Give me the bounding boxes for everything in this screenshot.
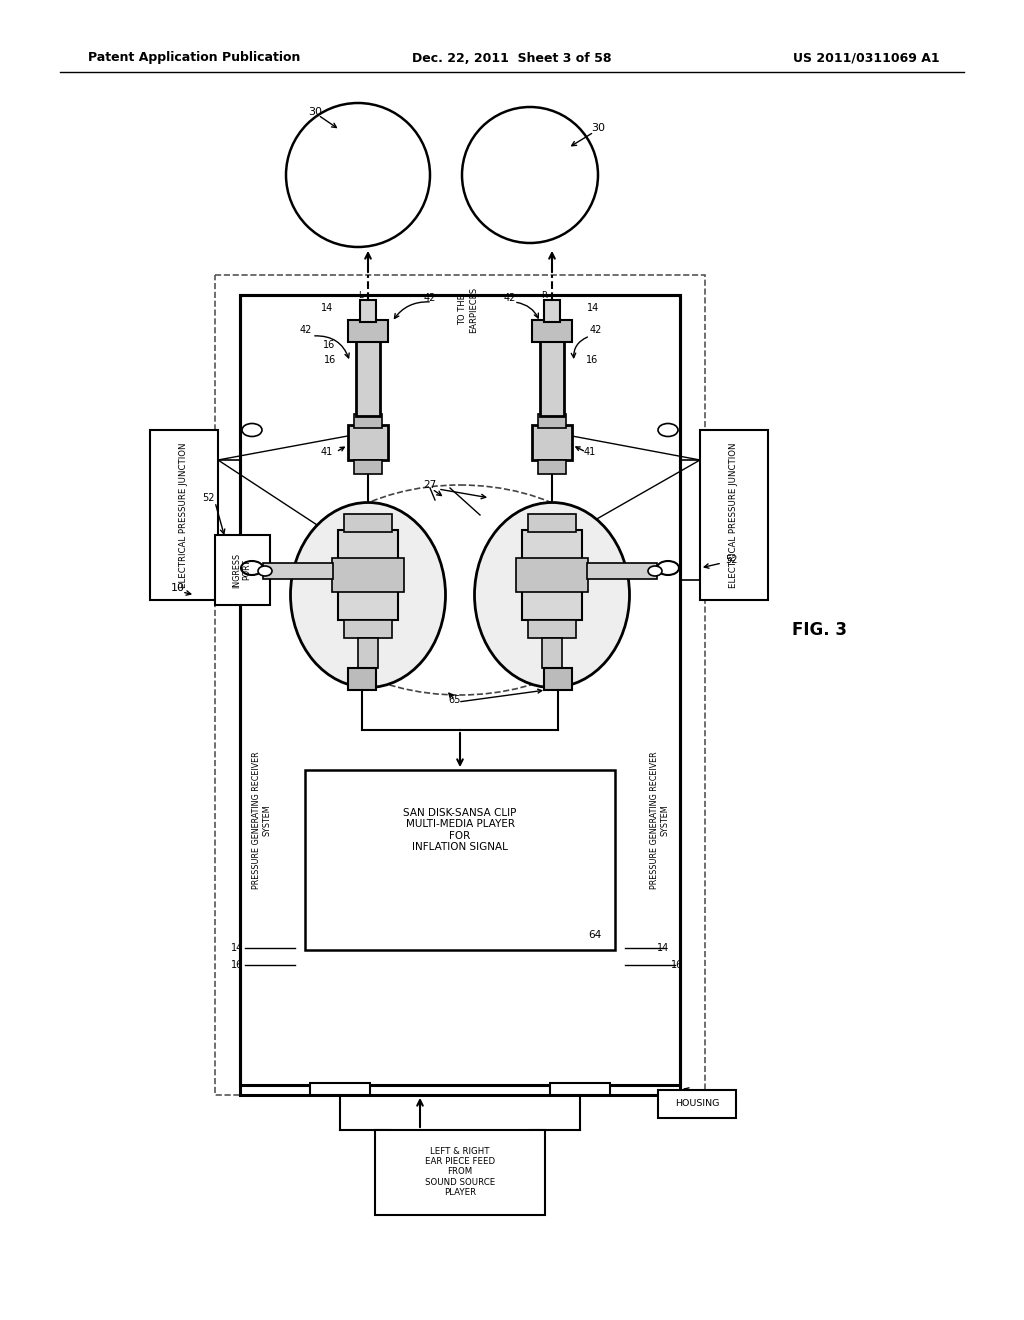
Bar (240, 294, 680, 1096)
Text: R: R (541, 290, 547, 300)
Text: TO THE
EARPIECES: TO THE EARPIECES (459, 286, 478, 333)
Bar (356, 341, 380, 416)
Text: INGRESS
PORT: INGRESS PORT (232, 553, 252, 587)
Bar (538, 414, 566, 428)
Bar (700, 430, 768, 601)
Text: L: L (357, 290, 362, 300)
Bar (532, 425, 572, 459)
Text: 42: 42 (590, 325, 602, 335)
Bar (658, 1090, 736, 1118)
Text: 64: 64 (589, 931, 602, 940)
Bar (215, 275, 705, 1096)
Text: 14: 14 (656, 942, 669, 953)
Bar (240, 294, 680, 1085)
Text: 42: 42 (504, 293, 516, 304)
Text: 16: 16 (586, 355, 598, 366)
Bar (516, 558, 588, 591)
Text: 30: 30 (308, 107, 322, 117)
Bar (348, 425, 388, 459)
Circle shape (286, 103, 430, 247)
Ellipse shape (242, 424, 262, 437)
Ellipse shape (658, 424, 678, 437)
Text: 52: 52 (203, 492, 215, 503)
Bar (263, 564, 333, 579)
Text: 16: 16 (671, 960, 683, 970)
Ellipse shape (241, 561, 263, 576)
Text: 14: 14 (587, 304, 599, 313)
Text: PRESSURE GENERATING RECEIVER
SYSTEM: PRESSURE GENERATING RECEIVER SYSTEM (252, 751, 271, 888)
Text: 41: 41 (584, 447, 596, 457)
Circle shape (462, 107, 598, 243)
Ellipse shape (291, 503, 445, 688)
Text: 10: 10 (171, 583, 185, 593)
Text: FIG. 3: FIG. 3 (793, 620, 848, 639)
Bar (332, 558, 404, 591)
Ellipse shape (474, 503, 630, 688)
Bar (528, 513, 575, 532)
Bar (522, 531, 582, 620)
Bar (528, 620, 575, 638)
Bar (358, 638, 378, 668)
Bar (538, 459, 566, 474)
Text: SAN DISK-SANSA CLIP
MULTI-MEDIA PLAYER
FOR
INFLATION SIGNAL: SAN DISK-SANSA CLIP MULTI-MEDIA PLAYER F… (403, 808, 517, 853)
Bar (544, 668, 572, 690)
Bar (310, 1082, 370, 1096)
Ellipse shape (657, 561, 679, 576)
Bar (544, 300, 560, 322)
Text: ELECTRICAL PRESSURE JUNCTION: ELECTRICAL PRESSURE JUNCTION (179, 442, 188, 587)
Text: 52: 52 (725, 554, 737, 565)
Text: 27: 27 (423, 480, 436, 490)
Bar (550, 1082, 610, 1096)
Text: Dec. 22, 2011  Sheet 3 of 58: Dec. 22, 2011 Sheet 3 of 58 (413, 51, 611, 65)
Bar (532, 319, 572, 342)
Text: 16: 16 (230, 960, 243, 970)
Bar (305, 770, 615, 950)
Text: ELECTRICAL PRESSURE JUNCTION: ELECTRICAL PRESSURE JUNCTION (729, 442, 738, 587)
Text: LEFT & RIGHT
EAR PIECE FEED
FROM
SOUND SOURCE
PLAYER: LEFT & RIGHT EAR PIECE FEED FROM SOUND S… (425, 1147, 496, 1197)
Bar (338, 531, 398, 620)
Text: 42: 42 (424, 293, 436, 304)
Text: Patent Application Publication: Patent Application Publication (88, 51, 300, 65)
Text: HOUSING: HOUSING (675, 1100, 719, 1109)
Text: 16: 16 (323, 341, 335, 350)
Text: 30: 30 (591, 123, 605, 133)
Ellipse shape (648, 566, 662, 576)
Text: PRESSURE GENERATING RECEIVER
SYSTEM: PRESSURE GENERATING RECEIVER SYSTEM (650, 751, 670, 888)
Text: US 2011/0311069 A1: US 2011/0311069 A1 (794, 51, 940, 65)
Ellipse shape (258, 566, 272, 576)
Bar (540, 341, 564, 416)
Bar (360, 300, 376, 322)
Bar (150, 430, 218, 601)
Bar (587, 564, 657, 579)
Text: 65: 65 (449, 696, 461, 705)
Bar (375, 1130, 545, 1214)
Text: 41: 41 (321, 447, 333, 457)
Bar (354, 459, 382, 474)
Bar (348, 668, 376, 690)
Text: 14: 14 (230, 942, 243, 953)
Text: 42: 42 (300, 325, 312, 335)
Bar (542, 638, 562, 668)
Bar (215, 535, 270, 605)
Text: 16: 16 (324, 355, 336, 366)
Bar (348, 319, 388, 342)
Bar (344, 620, 392, 638)
Text: 14: 14 (321, 304, 333, 313)
Bar (354, 414, 382, 428)
Bar (344, 513, 392, 532)
